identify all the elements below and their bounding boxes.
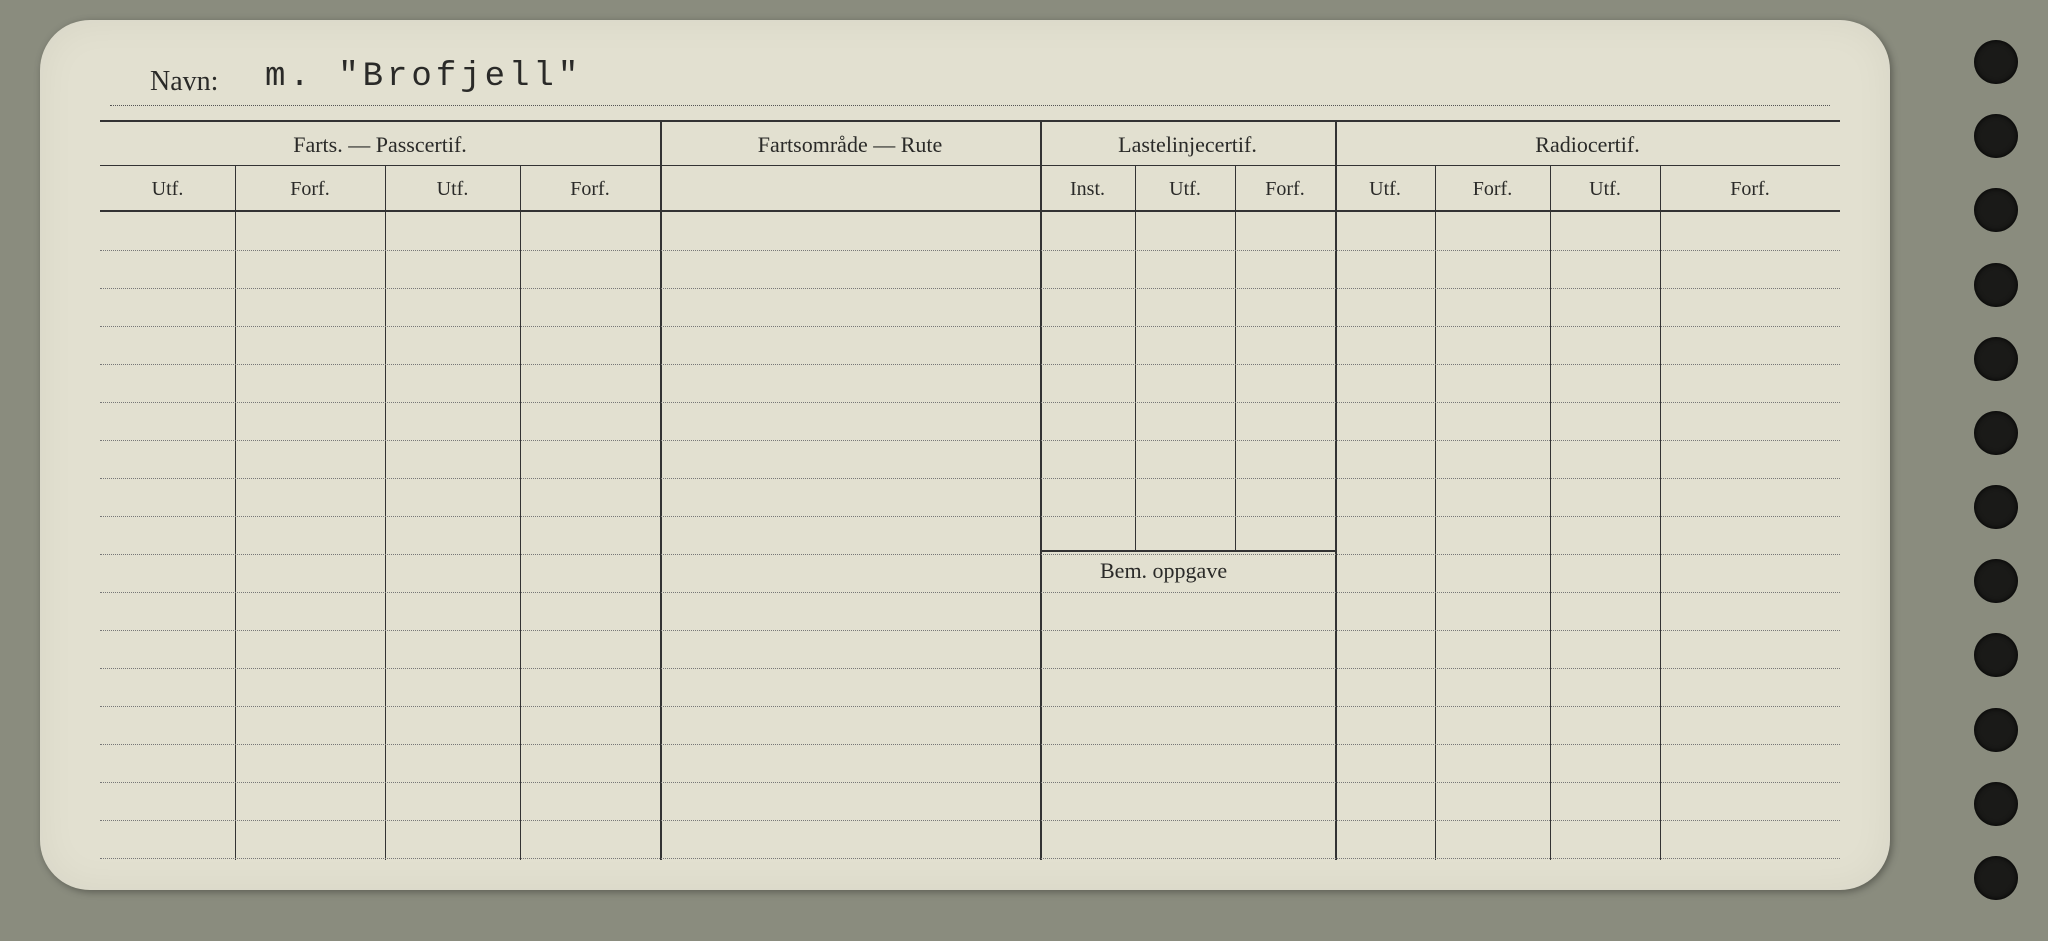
dotted-row	[100, 668, 1840, 669]
punch-hole	[1974, 708, 2018, 752]
sub-utf-1: Utf.	[100, 178, 235, 201]
punch-hole	[1974, 263, 2018, 307]
sub-utf-2: Utf.	[385, 178, 520, 201]
hdr-lastelinje: Lastelinjecertif.	[1040, 132, 1335, 158]
vline-ll-1	[1135, 165, 1136, 550]
dotted-row	[100, 326, 1840, 327]
vline-fp-3	[520, 165, 521, 860]
dotted-row	[100, 820, 1840, 821]
punch-hole	[1974, 114, 2018, 158]
index-card: Navn: m. "Brofjell" Farts. — Passcertif.…	[40, 20, 1890, 890]
vline-sec-3	[1335, 120, 1337, 860]
sub-utf-5: Utf.	[1550, 178, 1660, 201]
punch-hole	[1974, 411, 2018, 455]
hdr-farts-pass: Farts. — Passcertif.	[100, 132, 660, 158]
bem-divider	[1040, 550, 1335, 552]
hline-body	[100, 210, 1840, 212]
name-label: Navn:	[150, 66, 218, 98]
name-value: m. "Brofjell"	[265, 58, 582, 96]
vline-ll-2	[1235, 165, 1236, 550]
dotted-row	[100, 782, 1840, 783]
dotted-row	[100, 402, 1840, 403]
vline-r-2	[1550, 165, 1551, 860]
vline-fp-1	[235, 165, 236, 860]
dotted-row	[100, 440, 1840, 441]
sub-forf-5: Forf.	[1660, 178, 1840, 201]
hdr-radio: Radiocertif.	[1335, 132, 1840, 158]
form-grid: Farts. — Passcertif. Fartsområde — Rute …	[100, 120, 1840, 860]
punch-hole	[1974, 337, 2018, 381]
dotted-row	[100, 630, 1840, 631]
dotted-row	[100, 516, 1840, 517]
dotted-row	[100, 250, 1840, 251]
dotted-row	[100, 554, 1840, 555]
sub-forf-4: Forf.	[1435, 178, 1550, 201]
sub-forf-1: Forf.	[235, 178, 385, 201]
dotted-row	[100, 364, 1840, 365]
sub-forf-3: Forf.	[1235, 178, 1335, 201]
punch-holes	[1974, 40, 2018, 900]
punch-hole	[1974, 559, 2018, 603]
name-row: Navn: m. "Brofjell"	[110, 56, 1830, 106]
punch-hole	[1974, 485, 2018, 529]
sub-inst: Inst.	[1040, 178, 1135, 201]
dotted-row	[100, 858, 1840, 859]
dotted-row	[100, 744, 1840, 745]
dotted-row	[100, 592, 1840, 593]
dotted-row	[100, 478, 1840, 479]
vline-sec-2	[1040, 120, 1042, 860]
punch-hole	[1974, 633, 2018, 677]
bem-label: Bem. oppgave	[1100, 558, 1227, 584]
dotted-row	[100, 706, 1840, 707]
vline-r-1	[1435, 165, 1436, 860]
sub-utf-4: Utf.	[1335, 178, 1435, 201]
vline-fp-2	[385, 165, 386, 860]
vline-r-3	[1660, 165, 1661, 860]
vline-sec-1	[660, 120, 662, 860]
punch-hole	[1974, 40, 2018, 84]
hline-mid	[100, 165, 1840, 166]
hline-top	[100, 120, 1840, 122]
dotted-row	[100, 288, 1840, 289]
punch-hole	[1974, 188, 2018, 232]
punch-hole	[1974, 782, 2018, 826]
hdr-fartsomrade: Fartsområde — Rute	[660, 132, 1040, 158]
punch-hole	[1974, 856, 2018, 900]
sub-forf-2: Forf.	[520, 178, 660, 201]
sub-utf-3: Utf.	[1135, 178, 1235, 201]
